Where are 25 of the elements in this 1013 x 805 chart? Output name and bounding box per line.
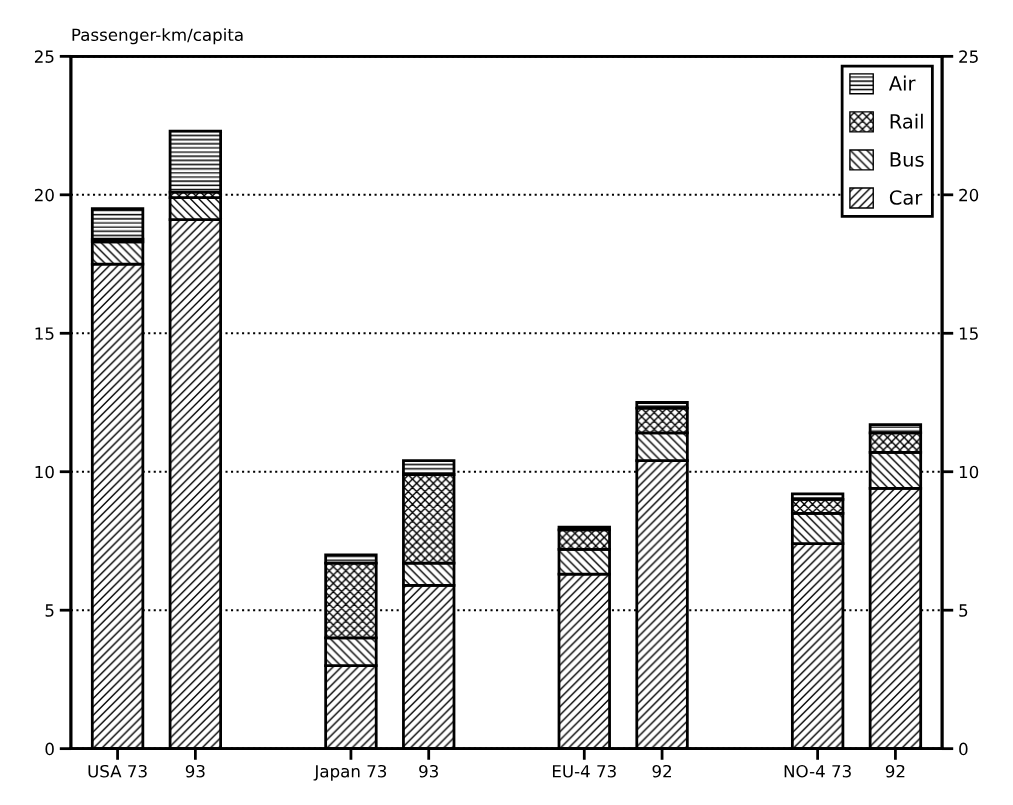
x-tick-label: 93 — [419, 764, 438, 778]
legend-label: Car — [889, 190, 923, 205]
y-tick-label: 20 — [34, 188, 54, 202]
legend-label: Bus — [890, 152, 924, 167]
legend-label: Rail — [890, 113, 923, 129]
y-tick-label: 10 — [35, 465, 54, 479]
y2-tick-label: 5 — [959, 604, 968, 617]
y-tick-label: 25 — [34, 50, 54, 63]
y2-tick-label: 10 — [959, 465, 979, 479]
y-tick-label: 15 — [35, 327, 54, 340]
y-axis-title: Passenger-km/capita — [72, 28, 243, 45]
x-tick-label: Japan 73 — [313, 764, 387, 781]
y2-tick-label: 20 — [959, 188, 979, 202]
y-tick-label: 0 — [45, 742, 54, 756]
x-tick-label: 92 — [652, 764, 671, 778]
y2-tick-label: 15 — [959, 327, 978, 340]
x-tick-label: NO-4 73 — [784, 764, 851, 778]
y2-tick-label: 25 — [959, 50, 978, 63]
x-tick-label: EU-4 73 — [552, 764, 616, 778]
x-tick-label: 93 — [185, 764, 205, 778]
x-tick-label: 92 — [885, 764, 905, 778]
legend-label: Air — [888, 75, 916, 91]
y2-tick-label: 0 — [959, 742, 968, 756]
y-tick-label: 5 — [45, 604, 54, 617]
x-tick-label: USA 73 — [88, 764, 147, 778]
